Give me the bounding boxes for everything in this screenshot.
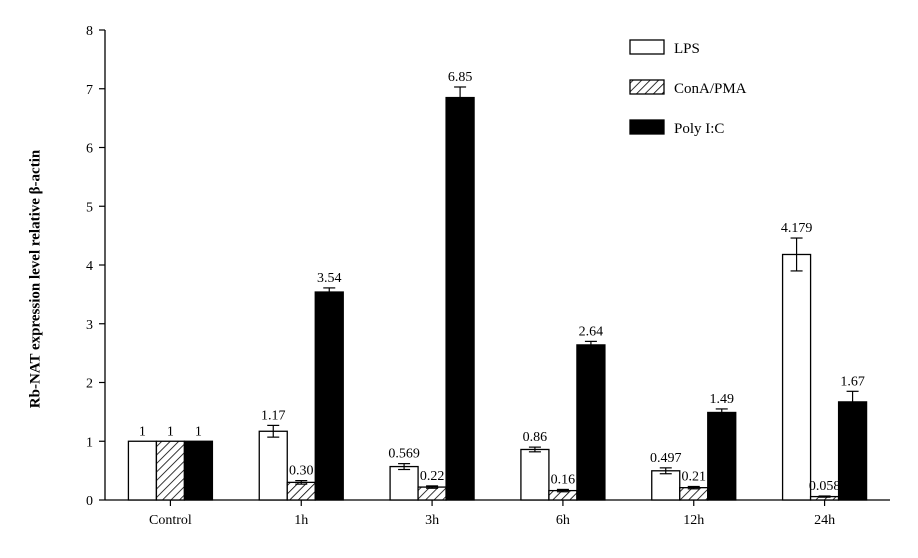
- value-label: 0.30: [289, 464, 314, 479]
- value-label: 0.86: [523, 430, 548, 445]
- legend-label: Poly I:C: [674, 121, 724, 137]
- y-tick-label: 4: [86, 259, 93, 274]
- chart-svg: 0 1 2 3 4 5 6 7 8 Control 1 1 1 1h 1.17 0.30 3.54 3h 0.569…: [0, 0, 918, 558]
- value-label: 0.569: [388, 447, 420, 462]
- x-tick-label: 24h: [814, 513, 835, 528]
- value-label: 1.67: [840, 374, 865, 389]
- bar-PolyIC: [184, 441, 212, 500]
- bar-LPS: [652, 471, 680, 500]
- y-tick-label: 8: [86, 24, 93, 39]
- bar-ConAPMA: [156, 441, 184, 500]
- legend-label: LPS: [674, 41, 700, 57]
- bar-LPS: [128, 441, 156, 500]
- y-tick-label: 0: [86, 494, 93, 509]
- legend-swatch-PolyIC: [630, 120, 664, 134]
- bar-chart: Rb-NAT expression level relative β-actin…: [0, 0, 918, 558]
- value-label: 2.64: [579, 324, 604, 339]
- y-tick-label: 7: [86, 83, 93, 98]
- value-label: 0.22: [420, 469, 445, 484]
- bar-LPS: [783, 254, 811, 500]
- x-tick-label: 6h: [556, 513, 570, 528]
- bar-ConAPMA: [418, 487, 446, 500]
- bar-PolyIC: [708, 412, 736, 500]
- value-label: 6.85: [448, 70, 473, 85]
- bar-ConAPMA: [680, 488, 708, 500]
- y-axis-title: Rb-NAT expression level relative β-actin: [27, 150, 44, 408]
- y-tick-label: 2: [86, 377, 93, 392]
- legend-swatch-LPS: [630, 40, 664, 54]
- value-label: 1: [167, 424, 174, 439]
- bar-LPS: [390, 467, 418, 500]
- legend-swatch-ConAPMA: [630, 80, 664, 94]
- y-tick-label: 3: [86, 318, 93, 333]
- bar-PolyIC: [839, 402, 867, 500]
- x-tick-label: Control: [149, 513, 192, 528]
- y-tick-label: 6: [86, 142, 93, 157]
- value-label: 0.21: [682, 469, 707, 484]
- bar-ConAPMA: [287, 482, 315, 500]
- value-label: 1.17: [261, 408, 286, 423]
- x-tick-label: 12h: [683, 513, 704, 528]
- value-label: 0.497: [650, 451, 682, 466]
- value-label: 1.49: [710, 392, 735, 407]
- x-tick-label: 3h: [425, 513, 439, 528]
- value-label: 1: [195, 424, 202, 439]
- value-label: 0.058: [809, 479, 841, 494]
- bar-LPS: [259, 431, 287, 500]
- bar-PolyIC: [446, 98, 474, 500]
- bar-PolyIC: [577, 345, 605, 500]
- bar-PolyIC: [315, 292, 343, 500]
- value-label: 3.54: [317, 271, 342, 286]
- y-tick-label: 5: [86, 200, 93, 215]
- value-label: 4.179: [781, 221, 813, 236]
- value-label: 0.16: [551, 472, 576, 487]
- bar-LPS: [521, 449, 549, 500]
- value-label: 1: [139, 424, 146, 439]
- legend-label: ConA/PMA: [674, 81, 747, 97]
- y-tick-label: 1: [86, 435, 93, 450]
- x-tick-label: 1h: [294, 513, 308, 528]
